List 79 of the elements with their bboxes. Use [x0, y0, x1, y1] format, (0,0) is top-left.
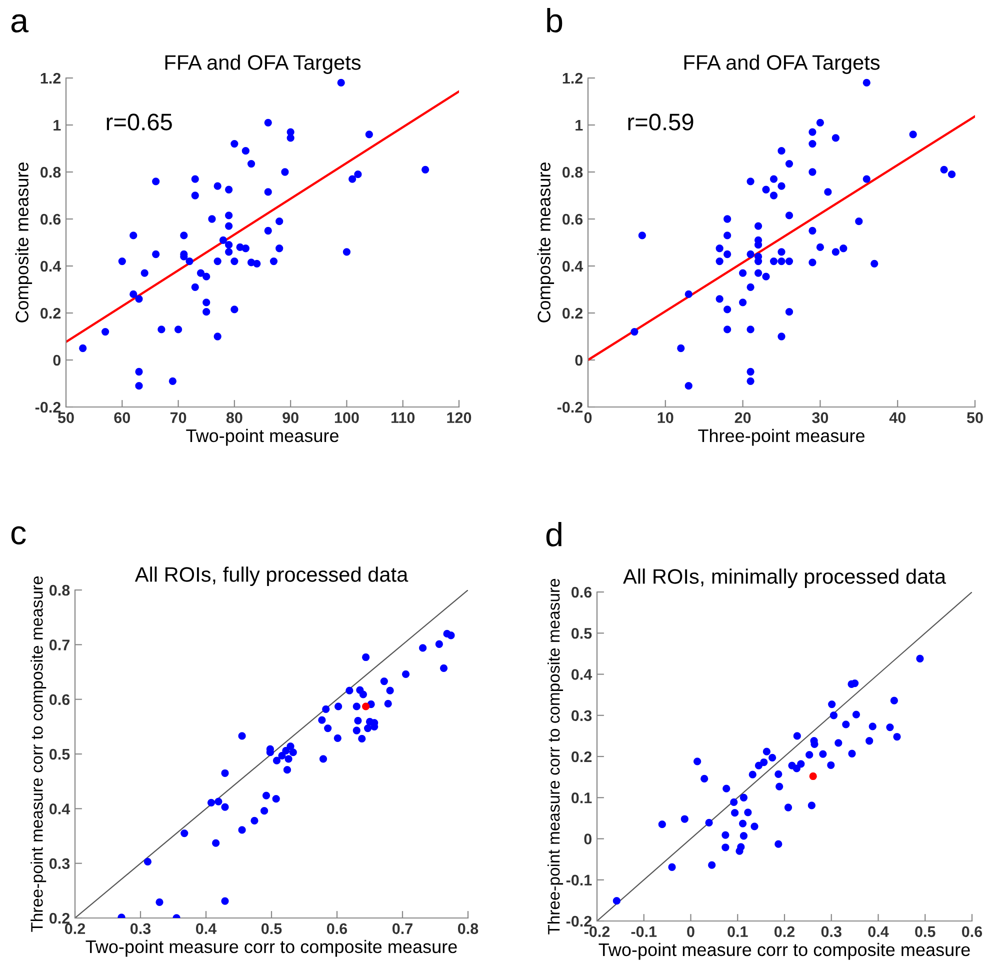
chart-title: FFA and OFA Targets: [165, 54, 361, 74]
chart-title: FFA and OFA Targets: [684, 54, 880, 74]
y-tick-label: 0.2: [562, 308, 583, 319]
y-tick-label: 0.3: [572, 710, 592, 722]
x-tick-label: 10: [658, 412, 674, 424]
y-tick-label: 0.4: [572, 669, 592, 680]
y-tick-label: -0.2: [35, 402, 61, 413]
x-tick-label: 100: [334, 412, 359, 424]
x-tick-label: 110: [391, 412, 415, 424]
annotation: r=0.59: [628, 114, 694, 130]
x-tick-label: 0.6: [962, 926, 982, 938]
x-tick-label: 30: [812, 412, 828, 424]
y-axis-title: Three-point measure corr to composite measure: [30, 576, 46, 932]
y-axis-title: Composite measure: [537, 162, 554, 322]
x-axis-title: Two-point measure: [186, 428, 338, 446]
x-tick-label: 0.4: [196, 923, 217, 934]
x-tick-label: 0.2: [64, 923, 86, 934]
text: a: [11, 14, 29, 32]
y-tick-label: -0.1: [566, 874, 592, 886]
y-tick-label: 1: [576, 120, 583, 131]
y-axis-title: Three-point measure corr to composite measure: [548, 578, 564, 934]
y-axis-title: Composite measure: [15, 162, 32, 322]
y-tick-label: 0.6: [572, 586, 592, 598]
y-tick-label: 0.6: [50, 694, 70, 706]
text: c: [11, 526, 26, 544]
y-tick-label: 0: [575, 354, 583, 366]
y-tick-label: 0.1: [572, 792, 592, 804]
y-tick-label: 1.2: [562, 72, 583, 84]
y-tick-label: 0.5: [50, 748, 70, 760]
x-tick-label: 50: [966, 412, 983, 424]
x-tick-label: 50: [58, 412, 74, 424]
x-tick-label: 0: [687, 926, 694, 938]
x-tick-label: 0.8: [458, 923, 478, 934]
y-tick-label: 0.7: [50, 640, 70, 650]
x-axis-title: Three-point measure: [698, 428, 865, 446]
y-tick-label: -0.2: [566, 916, 592, 927]
y-tick-label: 0: [53, 354, 61, 366]
x-tick-label: 0.6: [326, 923, 348, 934]
x-tick-label: 0.5: [261, 923, 282, 934]
y-tick-label: 0: [584, 834, 592, 844]
x-tick-label: 0.3: [130, 923, 151, 934]
x-tick-label: 0.3: [821, 926, 842, 938]
y-tick-label: 0.8: [50, 584, 70, 596]
text: b: [547, 8, 562, 32]
chart-title: All ROIs, minimally processed data: [623, 568, 946, 588]
y-tick-label: 1.2: [40, 72, 61, 84]
y-tick-label: 0.4: [40, 260, 62, 272]
x-tick-label: 0.4: [868, 926, 889, 938]
y-tick-label: 0.4: [562, 260, 584, 272]
x-axis-title: Two-point measure corr to composite measure: [86, 940, 457, 957]
y-tick-label: 0.6: [40, 214, 61, 225]
x-tick-label: 20: [734, 412, 751, 424]
x-tick-label: 60: [114, 412, 130, 424]
y-tick-label: 1: [54, 120, 61, 131]
annotation: r=0.65: [106, 114, 172, 130]
x-tick-label: 40: [889, 412, 906, 424]
y-tick-label: 0.2: [40, 308, 61, 319]
chart-title: All ROIs, fully processed data: [134, 566, 408, 586]
y-tick-label: 0.2: [572, 751, 592, 762]
y-tick-label: 0.8: [562, 166, 583, 178]
text: d: [546, 522, 562, 546]
y-tick-label: 0.5: [572, 628, 592, 639]
x-tick-label: 0.1: [728, 926, 748, 938]
x-tick-label: -0.2: [584, 926, 610, 938]
x-tick-label: 0.7: [392, 923, 412, 934]
x-axis-title: Two-point measure corr to composite measure: [598, 942, 970, 960]
y-tick-label: 0.3: [50, 858, 70, 870]
x-tick-label: 70: [170, 412, 186, 424]
x-tick-label: 0.2: [774, 926, 795, 938]
x-tick-label: 0.5: [915, 926, 936, 938]
x-tick-label: 90: [282, 412, 298, 424]
x-tick-label: 80: [226, 412, 242, 424]
x-tick-label: -0.1: [631, 926, 657, 938]
y-tick-label: 0.6: [562, 214, 583, 225]
y-tick-label: 0.8: [40, 166, 61, 178]
y-tick-label: -0.2: [557, 402, 583, 413]
y-tick-label: 0.4: [50, 804, 70, 814]
x-tick-label: 120: [447, 412, 472, 424]
y-tick-label: 0.2: [50, 912, 70, 924]
